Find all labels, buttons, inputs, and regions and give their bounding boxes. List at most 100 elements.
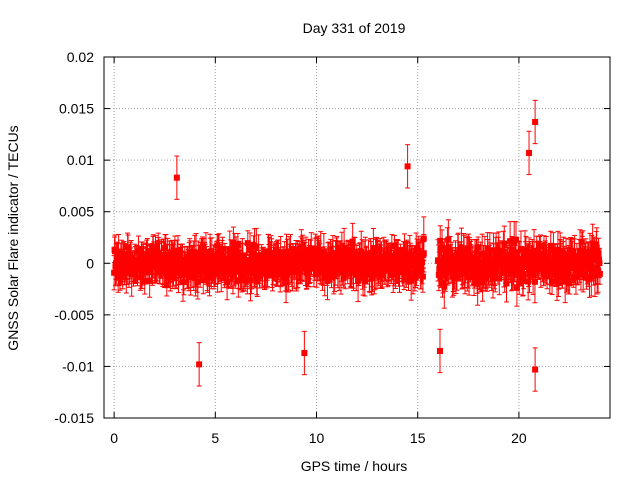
data-point — [509, 270, 516, 277]
data-point — [566, 256, 573, 263]
y-tick-label: 0.005 — [59, 204, 94, 220]
data-point — [231, 244, 238, 251]
data-point — [324, 277, 331, 284]
data-point — [531, 278, 538, 285]
data-point — [283, 279, 290, 286]
data-point — [360, 272, 367, 279]
data-point — [244, 240, 251, 247]
data-point — [163, 282, 170, 289]
data-point — [349, 238, 356, 245]
data-point — [162, 251, 169, 258]
data-point — [214, 242, 221, 249]
data-point — [526, 149, 533, 156]
y-tick-label: -0.01 — [62, 358, 94, 374]
data-point — [515, 260, 522, 267]
y-tick-label: 0.01 — [67, 152, 94, 168]
data-point — [436, 347, 443, 354]
data-point — [465, 248, 472, 255]
data-point — [239, 258, 246, 265]
data-point — [455, 251, 462, 258]
data-point — [247, 246, 254, 253]
x-tick-label: 20 — [511, 430, 527, 446]
data-point — [596, 270, 603, 277]
data-point — [439, 272, 446, 279]
data-point — [444, 245, 451, 252]
y-tick-label: 0 — [86, 255, 94, 271]
data-point — [508, 247, 515, 254]
data-point — [588, 273, 595, 280]
data-point — [171, 252, 178, 259]
data-point — [368, 249, 375, 256]
data-point — [507, 238, 514, 245]
data-point — [277, 249, 284, 256]
data-point — [419, 273, 426, 280]
data-point — [550, 246, 557, 253]
y-tick-label: 0.02 — [67, 49, 94, 65]
data-point — [511, 239, 518, 246]
data-point — [224, 278, 231, 285]
data-point — [440, 259, 447, 266]
data-point — [563, 275, 570, 282]
data-point — [163, 268, 170, 275]
data-point — [478, 272, 485, 279]
chart-title: Day 331 of 2019 — [303, 20, 406, 36]
axis-ticks: 0 5 10 15 20 -0.015 -0.01 -0.005 0 0.005 0.01 0.015… — [54, 49, 610, 446]
data-point — [513, 284, 520, 291]
data-point — [192, 275, 199, 282]
data-point — [175, 247, 182, 254]
data-point — [413, 262, 420, 269]
data-point — [234, 241, 241, 248]
data-point — [437, 237, 444, 244]
data-point — [270, 271, 277, 278]
data-point — [547, 242, 554, 249]
data-point — [519, 257, 526, 264]
data-point — [445, 236, 452, 243]
x-tick-label: 0 — [110, 430, 118, 446]
data-point — [244, 277, 251, 284]
data-series — [111, 99, 603, 392]
x-tick-label: 10 — [309, 430, 325, 446]
data-point — [406, 271, 413, 278]
data-point — [338, 249, 345, 256]
data-point — [301, 350, 308, 357]
data-point — [532, 118, 539, 125]
data-point — [500, 249, 507, 256]
plot-frame — [103, 56, 611, 419]
data-point — [138, 273, 145, 280]
data-point — [111, 269, 118, 276]
data-point — [589, 240, 596, 247]
data-point — [298, 244, 305, 251]
data-point — [561, 255, 568, 262]
data-point — [593, 244, 600, 251]
y-tick-label: 0.015 — [59, 101, 94, 117]
data-point — [135, 248, 142, 255]
data-point — [408, 277, 415, 284]
data-point — [522, 246, 529, 253]
data-point — [169, 274, 176, 281]
data-point — [328, 274, 335, 281]
data-point — [475, 244, 482, 251]
data-point — [138, 251, 145, 258]
data-point — [404, 163, 411, 170]
x-tick-label: 5 — [211, 430, 219, 446]
data-point — [496, 275, 503, 282]
x-axis-label: GPS time / hours — [301, 458, 408, 474]
data-point — [420, 235, 427, 242]
data-point — [596, 259, 603, 266]
data-point — [345, 248, 352, 255]
y-axis-label: GNSS Solar Flare indicator / TECUs — [5, 125, 21, 350]
data-point — [341, 245, 348, 252]
data-point — [208, 253, 215, 260]
data-point — [580, 271, 587, 278]
x-tick-label: 15 — [410, 430, 426, 446]
y-tick-label: -0.015 — [54, 410, 94, 426]
data-point — [219, 245, 226, 252]
data-point — [441, 283, 448, 290]
data-point — [532, 366, 539, 373]
data-point — [445, 269, 452, 276]
data-point — [359, 251, 366, 258]
data-point — [512, 236, 519, 243]
data-point — [173, 174, 180, 181]
